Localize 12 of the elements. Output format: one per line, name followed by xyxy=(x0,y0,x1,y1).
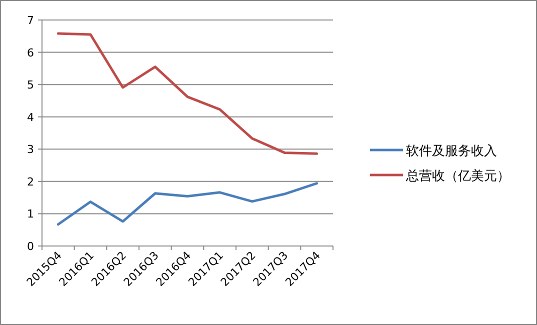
y-tick-label: 4 xyxy=(27,110,34,124)
legend-label: 总营收（亿美元） xyxy=(405,168,510,184)
legend-label: 软件及服务收入 xyxy=(406,144,497,159)
line-series xyxy=(56,182,318,226)
line-series xyxy=(56,32,318,155)
y-tick-label: 6 xyxy=(27,46,34,60)
y-tick-label: 7 xyxy=(27,14,34,27)
y-tick-label: 1 xyxy=(27,208,34,221)
y-tick-label: 0 xyxy=(27,240,34,253)
y-tick-label: 2 xyxy=(27,175,34,188)
y-tick-label: 5 xyxy=(27,78,34,92)
y-tick-label: 3 xyxy=(27,143,34,156)
